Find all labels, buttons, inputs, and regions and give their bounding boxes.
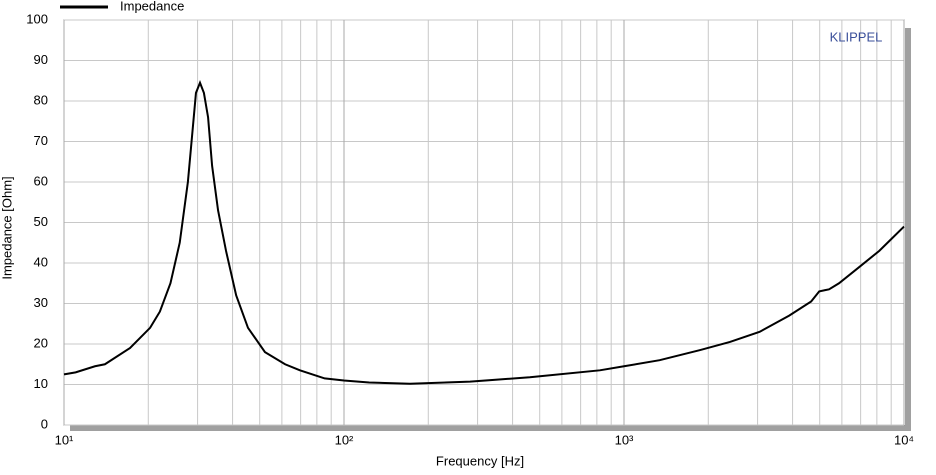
x-tick-label: 10³ — [615, 432, 634, 447]
y-tick-label: 20 — [34, 335, 48, 350]
y-tick-label: 30 — [34, 295, 48, 310]
y-axis-label: Impedance [Ohm] — [0, 176, 14, 279]
y-tick-label: 0 — [41, 416, 48, 431]
y-tick-label: 50 — [34, 214, 48, 229]
frame-shadow — [70, 425, 911, 431]
y-tick-label: 80 — [34, 92, 48, 107]
x-tick-label: 10¹ — [55, 432, 74, 447]
y-tick-label: 100 — [26, 11, 48, 26]
y-tick-label: 10 — [34, 376, 48, 391]
x-tick-label: 10² — [335, 432, 354, 447]
impedance-line — [63, 80, 905, 385]
y-tick-label: 60 — [34, 173, 48, 188]
x-tick-label: 10⁴ — [894, 432, 914, 447]
y-tick-label: 40 — [34, 254, 48, 269]
legend-label: Impedance — [120, 0, 184, 13]
y-tick-label: 70 — [34, 133, 48, 148]
x-axis-label: Frequency [Hz] — [436, 453, 524, 468]
watermark: KLIPPEL — [830, 29, 883, 44]
frame-shadow — [905, 28, 911, 431]
y-tick-label: 90 — [34, 52, 48, 67]
